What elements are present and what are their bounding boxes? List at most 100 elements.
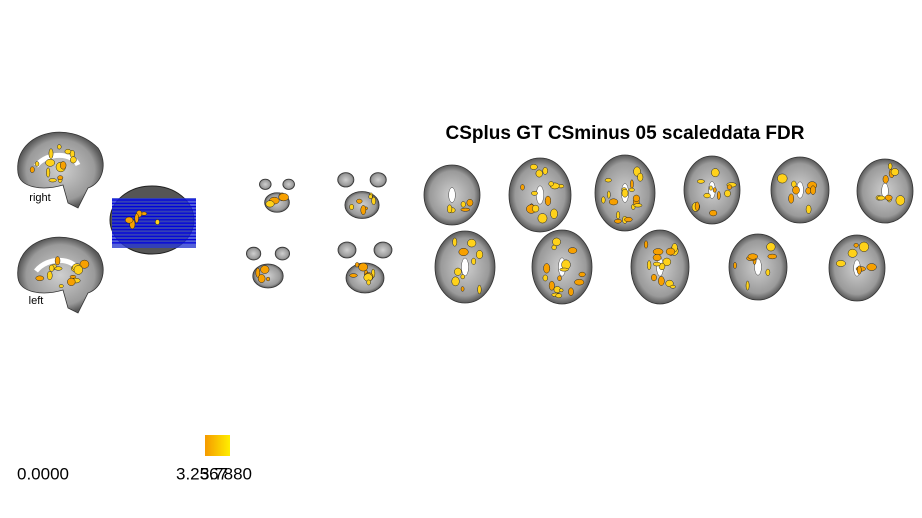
activation-blob xyxy=(371,196,376,206)
view-label: right xyxy=(29,192,50,204)
activation-blob xyxy=(876,195,886,201)
activation-blob xyxy=(29,166,35,173)
axial-slice xyxy=(337,172,355,188)
activation-blob xyxy=(34,161,40,167)
view-label: left xyxy=(29,295,44,307)
activation-blob xyxy=(155,219,160,225)
activation-blob xyxy=(48,148,54,159)
activation-blob xyxy=(48,264,55,272)
activation-blob xyxy=(477,284,482,295)
activation-blob xyxy=(890,168,900,176)
activation-blob xyxy=(810,185,816,195)
activation-blob xyxy=(368,194,373,200)
activation-blob xyxy=(255,267,261,278)
activation-blob xyxy=(604,178,612,183)
activation-blob xyxy=(67,277,76,286)
activation-blob xyxy=(58,284,64,288)
activation-blob xyxy=(531,190,538,196)
axial-slice xyxy=(274,246,290,261)
activation-blob xyxy=(70,156,77,164)
activation-blob xyxy=(792,185,800,195)
activation-blob xyxy=(73,265,83,275)
colorbar-label: 3.7880 xyxy=(200,464,252,483)
activation-blob xyxy=(349,204,354,210)
activation-blob xyxy=(59,161,67,170)
activation-blob xyxy=(777,173,788,184)
activation-blob xyxy=(471,257,477,265)
activation-blob xyxy=(767,253,777,260)
activation-blob xyxy=(709,185,713,191)
activation-blob xyxy=(452,237,458,247)
activation-blob xyxy=(551,244,557,251)
colorbar-label: 0.0000 xyxy=(17,464,69,483)
axial-slice xyxy=(369,172,387,188)
activation-blob xyxy=(548,181,554,187)
activation-blob xyxy=(550,208,558,219)
activation-blob xyxy=(859,241,869,252)
activation-blob xyxy=(835,260,846,267)
activation-blob xyxy=(601,196,606,204)
ventricle xyxy=(754,258,762,276)
activation-blob xyxy=(79,259,90,269)
activation-blob xyxy=(652,248,664,256)
axial-slice xyxy=(373,241,393,259)
activation-blob xyxy=(766,242,776,252)
activation-blob xyxy=(458,248,469,256)
activation-blob xyxy=(568,287,574,296)
activation-blob xyxy=(460,201,466,208)
activation-blob xyxy=(356,198,363,204)
activation-blob xyxy=(532,204,540,213)
activation-blob xyxy=(888,162,893,170)
corpus-callosum xyxy=(34,152,81,168)
activation-blob xyxy=(64,148,72,155)
activation-blob xyxy=(35,275,45,281)
activation-blob xyxy=(537,213,548,224)
activation-blob xyxy=(460,207,471,212)
activation-blob xyxy=(616,211,621,220)
activation-blob xyxy=(624,217,633,222)
ventricle xyxy=(536,185,544,205)
activation-blob xyxy=(647,260,652,270)
colorbar-label: 3.2567 xyxy=(176,464,228,483)
ventricle xyxy=(448,187,456,203)
activation-blob xyxy=(257,274,266,283)
activation-blob xyxy=(628,187,635,192)
activation-blob xyxy=(694,201,700,211)
activation-blob xyxy=(578,271,586,278)
activation-blob xyxy=(747,253,758,260)
activation-blob xyxy=(712,187,717,193)
activation-blob xyxy=(54,266,63,271)
activation-blob xyxy=(460,274,465,280)
activation-blob xyxy=(633,203,643,208)
activation-blob xyxy=(552,237,561,247)
activation-blob xyxy=(447,204,453,214)
activation-blob xyxy=(745,280,750,291)
activation-blob xyxy=(884,194,893,201)
activation-blob xyxy=(608,198,619,206)
activation-blob xyxy=(125,216,134,224)
activation-blob xyxy=(724,189,731,198)
activation-blob xyxy=(733,262,737,269)
activation-blob xyxy=(260,265,270,274)
activation-blob xyxy=(466,198,474,207)
activation-blob xyxy=(665,247,676,256)
activation-blob xyxy=(805,204,812,214)
colorbar xyxy=(205,435,230,456)
activation-blob xyxy=(669,284,676,289)
sagittal-slice xyxy=(17,236,104,314)
activation-blob xyxy=(652,261,661,267)
activation-blob xyxy=(696,179,705,184)
activation-blob xyxy=(652,254,662,262)
activation-blob xyxy=(544,195,552,206)
activation-blob xyxy=(632,194,640,202)
activation-blob xyxy=(69,274,77,279)
activation-blob xyxy=(57,144,62,150)
activation-blob xyxy=(349,273,358,278)
activation-blob xyxy=(451,276,460,287)
activation-blob xyxy=(709,209,718,217)
activation-blob xyxy=(543,263,551,274)
activation-blob xyxy=(662,257,672,266)
activation-blob xyxy=(614,218,622,224)
